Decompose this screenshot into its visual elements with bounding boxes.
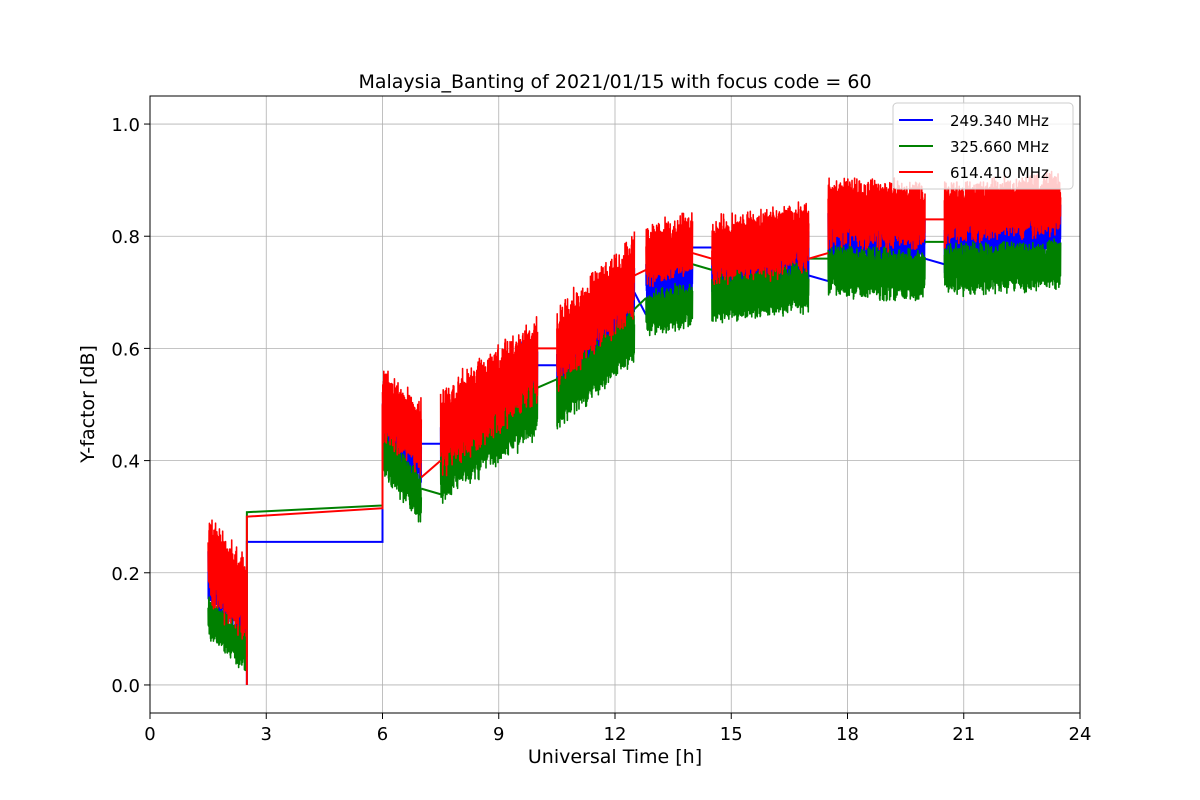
y-tick-label-4: 0.8	[111, 227, 140, 248]
x-tick-label-7: 21	[952, 724, 975, 745]
series-1-segment-7	[943, 238, 1062, 298]
x-axis-title: Universal Time [h]	[528, 746, 702, 768]
y-tick-label-3: 0.6	[111, 339, 140, 360]
series-2-bridge-0	[245, 404, 384, 685]
series-0-bridge-5	[808, 274, 829, 283]
y-tick-label-0: 0.0	[111, 676, 140, 697]
series-2-bridge-1	[420, 459, 442, 479]
series-2-bridge-4	[692, 252, 713, 260]
series-2-bridge-5	[808, 252, 829, 260]
series-2-segment-1	[381, 370, 423, 476]
series-2-segment-5	[711, 201, 810, 286]
legend: 249.340 MHz 325.660 MHz 614.410 MHz	[892, 102, 1074, 190]
series-layer	[207, 170, 1062, 685]
legend-label-2: 614.410 MHz	[950, 164, 1049, 182]
y-tick-label-5: 1.0	[111, 115, 140, 136]
series-1-segment-6	[827, 243, 926, 302]
series-1-bridge-3	[633, 297, 647, 310]
series-1-bridge-2	[537, 378, 558, 389]
x-tick-label-8: 24	[1069, 724, 1092, 745]
x-tick-label-4: 12	[604, 724, 627, 745]
x-tick-label-2: 6	[377, 724, 388, 745]
series-2-segment-4	[645, 212, 694, 288]
y-tick-label-2: 0.4	[111, 452, 140, 473]
chart-title: Malaysia_Banting of 2021/01/15 with focu…	[358, 71, 871, 93]
series-2-segment-3	[556, 231, 636, 392]
series-2-segment-2	[439, 315, 539, 477]
series-1-bridge-1	[420, 487, 441, 496]
series-2-segment-6	[827, 177, 926, 253]
x-axis: 0 3 6 9 12 15 18 21 24	[144, 713, 1091, 745]
x-tick-label-3: 9	[493, 724, 504, 745]
plot-area	[207, 170, 1062, 685]
series-2-segment-0	[207, 519, 248, 640]
series-2-bridge-3	[633, 268, 647, 277]
legend-label-1: 325.660 MHz	[950, 138, 1049, 156]
y-axis: 0.0 0.2 0.4 0.6 0.8 1.0	[111, 115, 150, 697]
x-tick-label-1: 3	[261, 724, 272, 745]
y-axis-title: Y-factor [dB]	[77, 345, 99, 464]
x-tick-label-5: 15	[720, 724, 743, 745]
series-1-segment-4	[645, 282, 694, 337]
x-tick-label-0: 0	[144, 724, 155, 745]
x-tick-label-6: 18	[836, 724, 859, 745]
series-1-bridge-4	[692, 263, 713, 271]
legend-box	[892, 102, 1074, 190]
legend-label-0: 249.340 MHz	[950, 112, 1049, 130]
series-0-bridge-6	[924, 257, 945, 266]
y-tick-label-1: 0.2	[111, 564, 140, 585]
